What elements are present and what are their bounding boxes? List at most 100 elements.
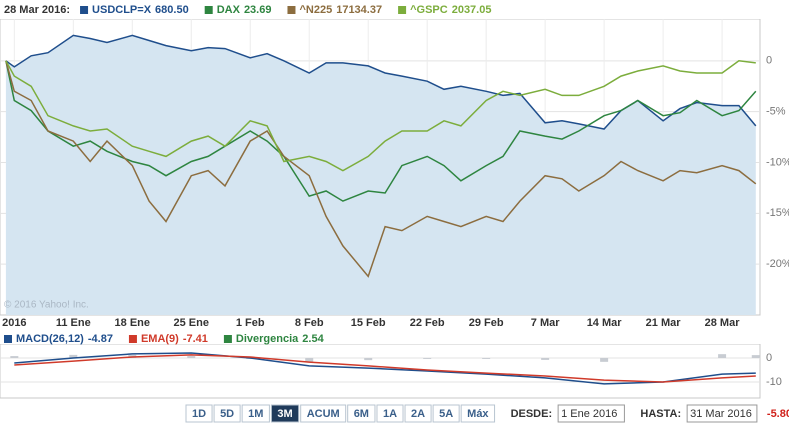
legend-value: 2037.05 — [452, 4, 492, 16]
x-tick-label: 25 Ene — [174, 317, 209, 329]
x-tick-label: 14 Mar — [587, 317, 623, 329]
range-button-bg — [460, 404, 496, 423]
divergence-bar — [423, 358, 432, 359]
legend-name: Divergencia — [236, 333, 299, 345]
legend-swatch — [223, 335, 232, 343]
range-button-label: 1A — [383, 408, 397, 420]
range-button[interactable]: 6M — [347, 404, 376, 423]
legend-bar — [0, 331, 789, 344]
legend-value: -7.41 — [183, 333, 208, 345]
range-button-label: 2A — [411, 408, 425, 420]
divergence-bar — [69, 354, 78, 358]
divergence-bar — [541, 358, 550, 360]
y-tick-label: -15% — [766, 207, 789, 219]
legend-name: ^GSPC — [410, 4, 448, 16]
divergence-bar — [718, 354, 727, 358]
range-button-label: 6M — [354, 408, 369, 420]
range-button-bg — [185, 404, 213, 423]
range-button[interactable]: 1D — [185, 404, 213, 423]
legend-name: ^N225 — [299, 4, 332, 16]
x-tick-label: 7 Mar — [531, 317, 560, 329]
divergence-bar — [482, 358, 491, 359]
range-button-bg — [241, 404, 270, 423]
legend-swatch — [398, 6, 407, 14]
divergence-bar — [600, 358, 609, 362]
range-button[interactable]: 1A — [376, 404, 404, 423]
x-tick-label: 2016 — [2, 317, 26, 329]
y-tick-label: 0 — [766, 352, 772, 364]
range-button[interactable]: 1M — [241, 404, 270, 423]
to-label: HASTA: — [640, 408, 681, 420]
x-tick-label: 15 Feb — [351, 317, 386, 329]
x-tick-label: 28 Mar — [705, 317, 741, 329]
x-tick-label: 11 Ene — [56, 317, 91, 329]
range-button[interactable]: 5D — [213, 404, 241, 423]
legend-name: EMA(9) — [141, 333, 179, 345]
x-tick-label: 29 Feb — [469, 317, 504, 329]
range-button[interactable]: Máx — [460, 404, 496, 423]
change-value: -5.80% — [767, 408, 789, 420]
divergence-bar — [187, 356, 196, 358]
range-button-bg — [213, 404, 241, 423]
legend-value: 17134.37 — [336, 4, 382, 16]
legend-name: DAX — [217, 4, 241, 16]
range-button-label: 5A — [439, 408, 453, 420]
range-button-bg — [300, 404, 347, 423]
range-button-bg — [404, 404, 432, 423]
legend-bar — [0, 0, 789, 19]
area — [5, 35, 756, 316]
range-button-bg — [376, 404, 404, 423]
divergence-bar — [364, 358, 373, 361]
x-tick-label: 21 Mar — [646, 317, 682, 329]
range-button-label: Máx — [467, 408, 489, 420]
range-button[interactable]: 2A — [404, 404, 432, 423]
range-button-bg — [270, 404, 300, 423]
range-button-label: 5D — [220, 408, 234, 420]
legend-value: 680.50 — [155, 4, 189, 16]
x-tick-label: 22 Feb — [410, 317, 445, 329]
legend-name: MACD(26,12) — [16, 333, 84, 345]
y-tick-label: -10 — [766, 376, 782, 388]
range-button[interactable]: 5A — [432, 404, 460, 423]
y-tick-label: -10% — [766, 156, 789, 168]
line — [5, 60, 757, 202]
plot-area — [0, 343, 761, 399]
legend-swatch — [204, 6, 213, 14]
divergence-bar — [305, 358, 314, 362]
range-button-label: 3M — [277, 408, 292, 420]
y-tick-label: -20% — [766, 258, 789, 270]
from-value: 1 Ene 2016 — [561, 408, 617, 420]
y-tick-label: 0 — [766, 55, 772, 67]
range-button-label: 1M — [248, 408, 263, 420]
range-button-label: 1D — [192, 408, 206, 420]
divergence-bar — [751, 355, 760, 358]
legend-swatch — [287, 6, 296, 14]
legend-value: 2.54 — [302, 333, 324, 345]
range-button-bg — [347, 404, 376, 423]
range-button[interactable]: ACUM — [300, 404, 347, 423]
x-tick-label: 8 Feb — [295, 317, 324, 329]
from-label: DESDE: — [511, 408, 553, 420]
range-button-label: ACUM — [307, 408, 340, 420]
y-tick-label: -5% — [766, 106, 786, 118]
x-tick-label: 1 Feb — [236, 317, 265, 329]
range-button-bg — [432, 404, 460, 423]
legend-value: -4.87 — [88, 333, 113, 345]
legend-date: 28 Mar 2016: — [4, 4, 70, 16]
to-value: 31 Mar 2016 — [690, 408, 752, 420]
to-input[interactable] — [686, 404, 758, 423]
legend-value: 23.69 — [244, 4, 272, 16]
legend-swatch — [80, 6, 89, 14]
line — [5, 60, 756, 172]
legend-swatch — [4, 335, 12, 343]
copyright: © 2016 Yahoo! Inc. — [4, 300, 89, 311]
legend-swatch — [128, 335, 137, 343]
from-input[interactable] — [557, 404, 625, 423]
legend-name: USDCLP=X — [92, 4, 152, 16]
divergence-bar — [10, 356, 19, 358]
range-button[interactable]: 3M — [270, 404, 300, 423]
x-tick-label: 18 Ene — [115, 317, 150, 329]
line — [14, 354, 756, 383]
line — [5, 60, 757, 278]
